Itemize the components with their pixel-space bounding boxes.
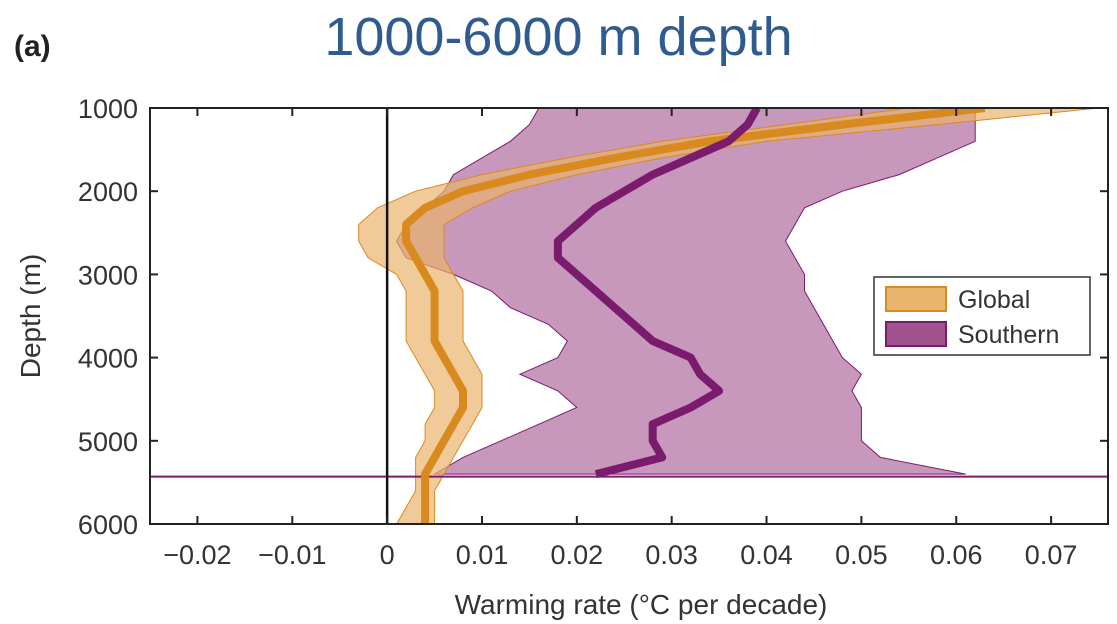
y-tick-label: 6000	[78, 510, 138, 540]
legend-label-global: Global	[958, 286, 1030, 314]
southern-mean-line	[553, 108, 761, 478]
x-tick-label: 0	[380, 540, 395, 570]
x-tick-label: 0.06	[930, 540, 983, 570]
y-tick-label: 4000	[78, 344, 138, 374]
y-tick-label: 2000	[78, 177, 138, 207]
y-tick-label: 1000	[78, 94, 138, 124]
global-mean-line	[402, 108, 986, 524]
x-tick-label: −0.02	[163, 540, 231, 570]
x-tick-label: 0.04	[740, 540, 793, 570]
x-tick-label: 0.01	[456, 540, 509, 570]
y-axis-label: Depth (m)	[15, 254, 46, 378]
plot-frame	[149, 107, 1109, 525]
plot-area	[150, 108, 1108, 524]
x-tick-label: −0.01	[258, 540, 326, 570]
x-axis-label: Warming rate (°C per decade)	[455, 589, 828, 620]
legend-label-southern: Southern	[958, 321, 1059, 349]
legend-swatch-southern	[885, 321, 947, 347]
x-tick-label: 0.03	[645, 540, 698, 570]
global-uncertainty-band	[358, 108, 1099, 524]
x-tick-label: 0.07	[1025, 540, 1078, 570]
x-tick-label: 0.05	[835, 540, 888, 570]
x-tick-label: 0.02	[551, 540, 604, 570]
legend-swatch-global	[885, 286, 947, 312]
y-tick-label: 5000	[78, 427, 138, 457]
y-tick-label: 3000	[78, 260, 138, 290]
chart-title: 1000-6000 m depth	[324, 7, 793, 67]
panel-label: (a)	[14, 30, 51, 63]
legend: Global Southern	[873, 276, 1091, 356]
